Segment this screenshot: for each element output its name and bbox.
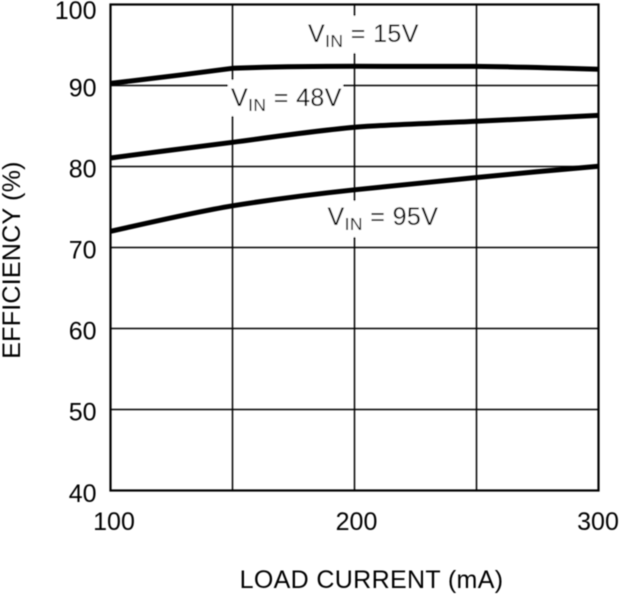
svg-text:40: 40 (69, 480, 97, 508)
svg-text:LOAD CURRENT (mA): LOAD CURRENT (mA) (240, 566, 504, 594)
svg-text:VIN = 48V: VIN = 48V (231, 84, 342, 115)
svg-text:100: 100 (93, 508, 135, 536)
svg-text:50: 50 (69, 399, 97, 427)
svg-text:90: 90 (69, 75, 97, 103)
svg-text:VIN = 95V: VIN = 95V (328, 203, 439, 234)
svg-text:60: 60 (69, 318, 97, 346)
svg-text:70: 70 (69, 237, 97, 265)
svg-text:200: 200 (336, 508, 378, 536)
svg-text:VIN = 15V: VIN = 15V (308, 20, 419, 51)
svg-text:80: 80 (69, 156, 97, 184)
svg-text:300: 300 (577, 508, 619, 536)
svg-text:100: 100 (55, 0, 97, 25)
svg-text:EFFICIENCY (%): EFFICIENCY (%) (0, 161, 26, 359)
